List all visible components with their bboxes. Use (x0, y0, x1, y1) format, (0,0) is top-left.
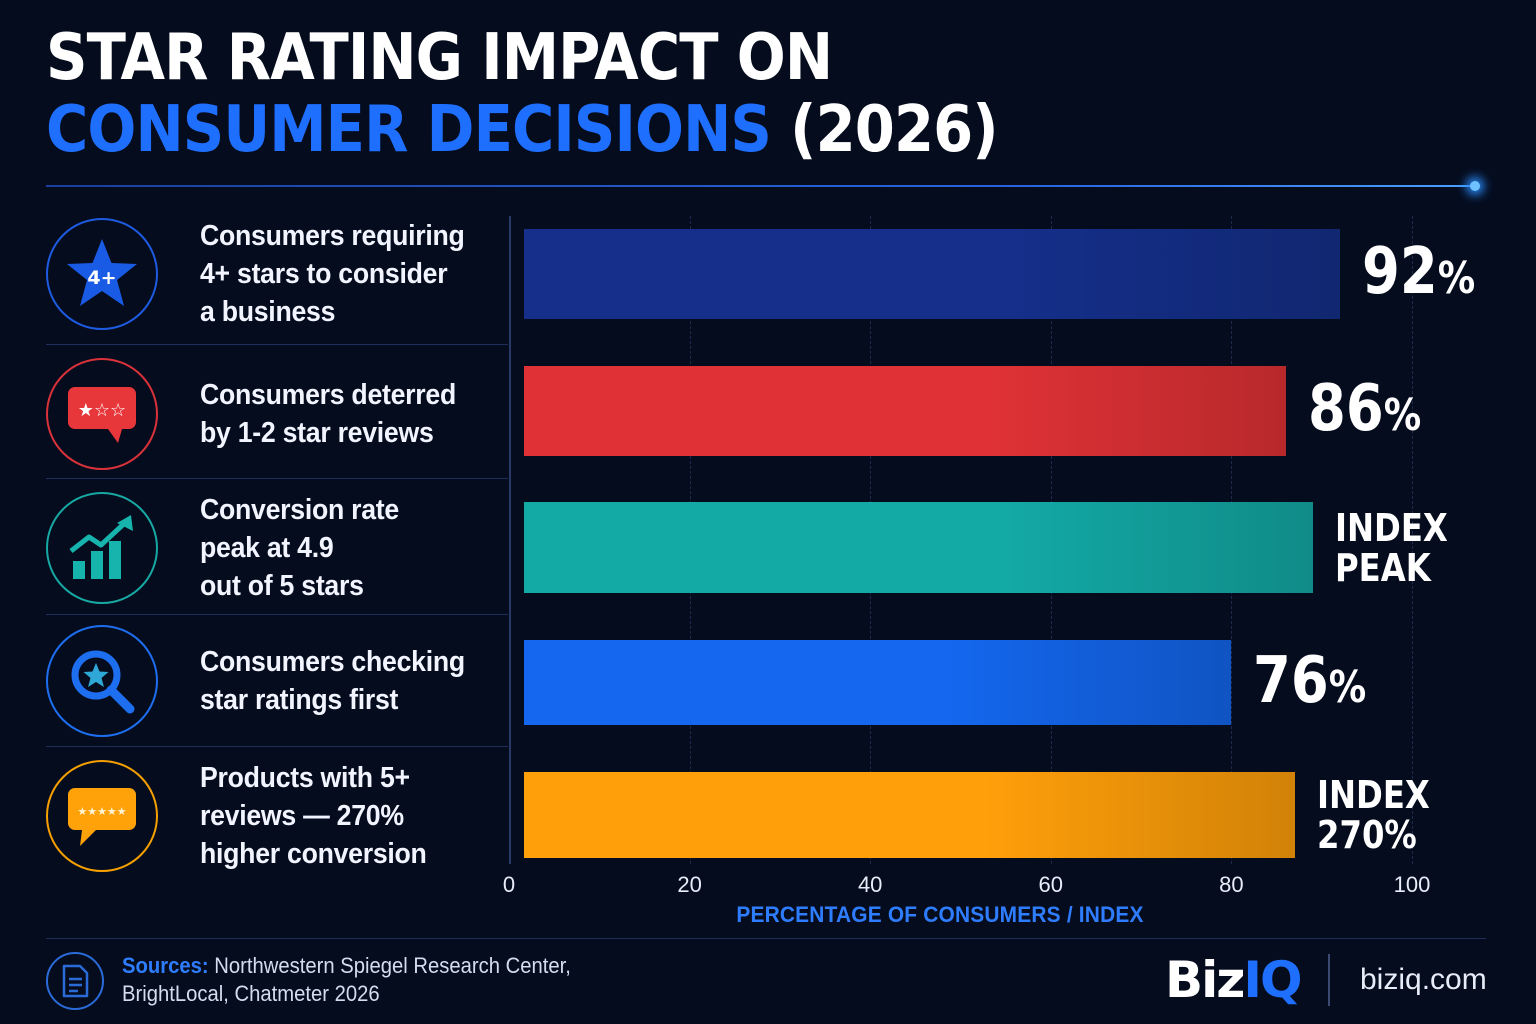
growth-chart-icon (46, 492, 158, 604)
footer-divider (46, 938, 1486, 939)
sources-text: Northwestern Spiegel Research Center, Br… (122, 953, 571, 1006)
star-icon-text: 4+ (87, 267, 116, 289)
biziq-logo: BizIQ (1165, 950, 1302, 1010)
category-row: ★☆☆ Consumers deterred by 1-2 star revie… (46, 354, 508, 474)
row-divider (46, 344, 508, 345)
x-axis-title: PERCENTAGE OF CONSUMERS / INDEX (736, 902, 1144, 927)
star-4plus-icon: 4+ (46, 218, 158, 330)
title-divider-glow (1470, 181, 1480, 191)
data-label: 92% (1361, 235, 1475, 309)
title-year: (2026) (790, 93, 998, 167)
category-row: Consumers checking star ratings first (46, 622, 508, 740)
category-label: Consumers deterred by 1-2 star reviews (200, 379, 456, 449)
title-accent: CONSUMER DECISIONS (46, 93, 772, 167)
data-label: 86% (1307, 372, 1421, 446)
document-icon (46, 952, 104, 1010)
sources-note: Sources: Northwestern Spiegel Research C… (122, 952, 600, 1008)
y-axis-line (509, 216, 511, 864)
data-label: 76% (1253, 643, 1367, 718)
x-tick-label: 0 (502, 872, 516, 897)
row-divider (46, 478, 508, 479)
bar (524, 502, 1313, 593)
logo-separator (1328, 954, 1330, 1006)
magnifier-star-icon (46, 625, 158, 737)
website-link[interactable]: biziq.com (1360, 963, 1487, 996)
x-tick-label: 20 (677, 872, 702, 897)
chart-title: STAR RATING IMPACT ON CONSUMER DECISIONS… (46, 22, 1486, 166)
bar (524, 229, 1340, 319)
category-row: ★★★★★ Products with 5+ reviews — 270% hi… (46, 754, 508, 878)
category-row: Conversion rate peak at 4.9 out of 5 sta… (46, 486, 508, 610)
row-divider (46, 746, 508, 747)
bar (524, 640, 1232, 725)
category-row: 4+ Consumers requiring 4+ stars to consi… (46, 216, 508, 332)
low-rating-bubble-icon: ★☆☆ (46, 358, 158, 470)
category-label: Consumers requiring 4+ stars to consider… (200, 220, 465, 328)
title-line-1: STAR RATING IMPACT ON (46, 21, 833, 95)
logo-iq: IQ (1243, 951, 1302, 1009)
x-tick-label: 80 (1219, 872, 1244, 897)
logo-biz: Biz (1165, 951, 1245, 1009)
review-bubble-icon: ★★★★★ (46, 760, 158, 872)
grid-line (1412, 216, 1413, 864)
x-tick-label: 40 (857, 872, 883, 897)
row-divider (46, 614, 508, 615)
bubble-stars: ★★★★★ (77, 805, 126, 818)
x-tick-label: 60 (1038, 872, 1064, 897)
x-tick-label: 100 (1393, 872, 1431, 897)
category-label: Products with 5+ reviews — 270% higher c… (200, 762, 427, 870)
category-label: Conversion rate peak at 4.9 out of 5 sta… (200, 494, 399, 602)
bubble-stars: ★☆☆ (78, 400, 126, 421)
title-line-2: CONSUMER DECISIONS (2026) (46, 94, 1342, 166)
data-label: INDEX PEAK (1334, 505, 1448, 590)
title-divider (46, 185, 1476, 187)
data-label: INDEX 270% (1316, 773, 1430, 857)
category-label: Consumers checking star ratings first (200, 646, 465, 716)
sources-label: Sources: (122, 953, 209, 978)
bar (524, 772, 1295, 858)
bar (524, 366, 1286, 456)
